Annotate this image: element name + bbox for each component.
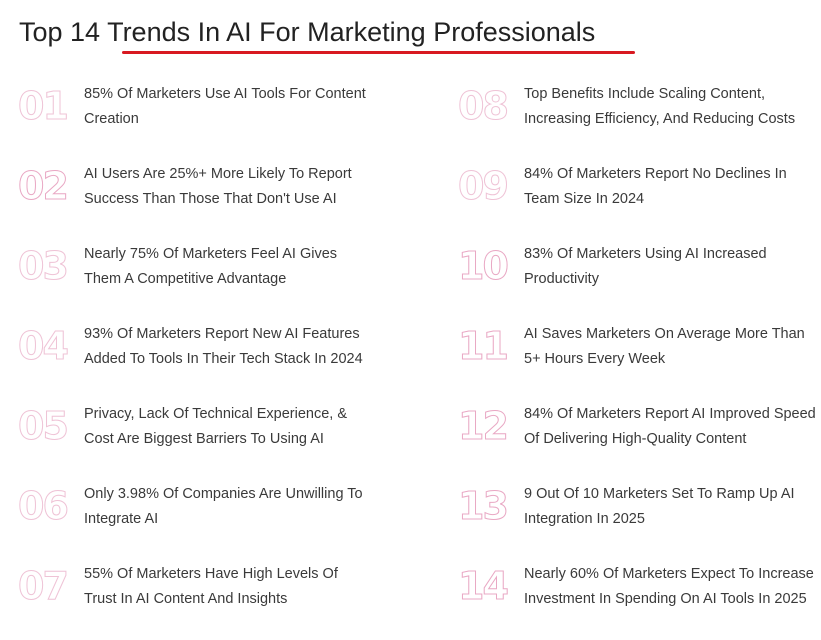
- trend-item: 03 Nearly 75% Of Marketers Feel AI Gives…: [18, 242, 374, 292]
- trend-number: 07: [18, 564, 70, 609]
- trend-text: Nearly 60% Of Marketers Expect To Increa…: [524, 566, 814, 607]
- trend-number: 06: [18, 484, 70, 529]
- trend-item: 05 Privacy, Lack Of Technical Experience…: [18, 402, 374, 452]
- trend-text: AI Saves Marketers On Average More Than …: [524, 326, 805, 367]
- trend-text: 84% Of Marketers Report AI Improved Spee…: [524, 406, 816, 447]
- trend-item: 07 55% Of Marketers Have High Levels Of …: [18, 562, 374, 612]
- trend-number: 13: [458, 484, 510, 529]
- trend-text: Top Benefits Include Scaling Content, In…: [524, 86, 796, 127]
- trend-text: 55% Of Marketers Have High Levels Of Tru…: [84, 566, 338, 607]
- trend-number: 11: [458, 324, 510, 369]
- trend-number: 10: [458, 244, 510, 289]
- trend-number: 04: [18, 324, 70, 369]
- trend-item: 12 84% Of Marketers Report AI Improved S…: [458, 402, 819, 452]
- trend-text: 9 Out Of 10 Marketers Set To Ramp Up AI …: [524, 486, 795, 527]
- trend-item: 04 93% Of Marketers Report New AI Featur…: [18, 322, 374, 372]
- title-underline: [122, 51, 635, 54]
- trend-item: 09 84% Of Marketers Report No Declines I…: [458, 162, 819, 212]
- trend-number: 02: [18, 164, 70, 209]
- trends-grid: 01 85% Of Marketers Use AI Tools For Con…: [18, 82, 818, 622]
- trend-number: 12: [458, 404, 510, 449]
- trend-item: 01 85% Of Marketers Use AI Tools For Con…: [18, 82, 374, 132]
- trend-item: 08 Top Benefits Include Scaling Content,…: [458, 82, 819, 132]
- trend-text: 85% Of Marketers Use AI Tools For Conten…: [84, 86, 366, 127]
- trend-text: 93% Of Marketers Report New AI Features …: [84, 326, 363, 367]
- trend-number: 01: [18, 84, 70, 129]
- trend-text: 84% Of Marketers Report No Declines In T…: [524, 166, 787, 207]
- trend-number: 03: [18, 244, 70, 289]
- trend-number: 14: [458, 564, 510, 609]
- trend-item: 10 83% Of Marketers Using AI Increased P…: [458, 242, 819, 292]
- trend-item: 02 AI Users Are 25%+ More Likely To Repo…: [18, 162, 374, 212]
- trend-text: AI Users Are 25%+ More Likely To Report …: [84, 166, 352, 207]
- trend-item: 13 9 Out Of 10 Marketers Set To Ramp Up …: [458, 482, 819, 532]
- trend-item: 14 Nearly 60% Of Marketers Expect To Inc…: [458, 562, 819, 612]
- trend-item: 11 AI Saves Marketers On Average More Th…: [458, 322, 819, 372]
- trend-text: Privacy, Lack Of Technical Experience, &…: [84, 406, 347, 447]
- trend-text: Only 3.98% Of Companies Are Unwilling To…: [84, 486, 363, 527]
- trend-number: 05: [18, 404, 70, 449]
- trend-item: 06 Only 3.98% Of Companies Are Unwilling…: [18, 482, 374, 532]
- trend-number: 08: [458, 84, 510, 129]
- page-title: Top 14 Trends In AI For Marketing Profes…: [19, 17, 596, 47]
- trend-text: 83% Of Marketers Using AI Increased Prod…: [524, 246, 767, 287]
- trend-number: 09: [458, 164, 510, 209]
- trend-text: Nearly 75% Of Marketers Feel AI Gives Th…: [84, 246, 338, 287]
